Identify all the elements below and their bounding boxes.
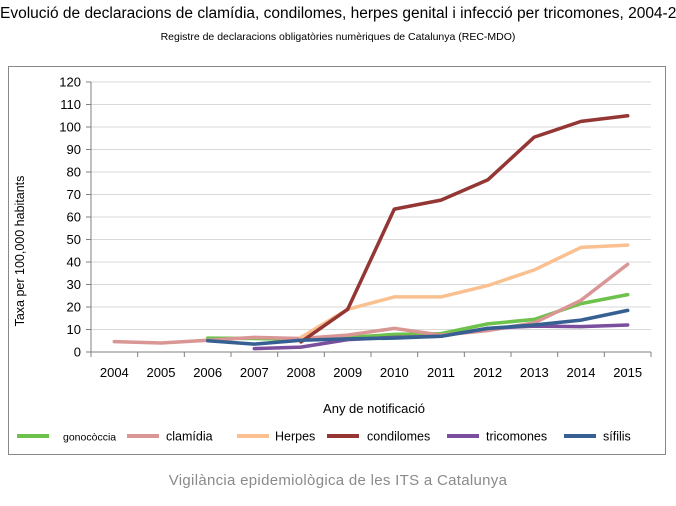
line-chart: 0 10 20 30 40 50 60 70 80 90 100 110 120 2004 2005 2006… bbox=[13, 75, 652, 444]
x-tick-label: 2006 bbox=[193, 365, 222, 380]
y-tick-label: 30 bbox=[67, 277, 81, 292]
series-line-sifilis bbox=[205, 308, 630, 346]
y-axis-label: Taxa per 100,000 habitants bbox=[13, 176, 27, 327]
chart-area: 0 10 20 30 40 50 60 70 80 90 100 110 120 2004 2005 2006… bbox=[8, 66, 666, 455]
x-tick-label: 2009 bbox=[333, 365, 362, 380]
x-tick-label: 2007 bbox=[240, 365, 269, 380]
y-tick-label: 0 bbox=[74, 345, 81, 360]
series-line-herpes bbox=[299, 243, 630, 340]
x-tick-label: 2012 bbox=[473, 365, 502, 380]
legend-label-tricomones: tricomones bbox=[486, 430, 547, 444]
x-tick-label: 2011 bbox=[427, 365, 455, 380]
x-tick-label: 2014 bbox=[567, 365, 596, 380]
x-tick-label: 2004 bbox=[100, 365, 129, 380]
series-line-clamidia bbox=[112, 262, 630, 345]
y-tick-label: 90 bbox=[67, 142, 81, 157]
y-tick-label: 10 bbox=[67, 322, 81, 337]
y-tick-label: 60 bbox=[67, 210, 81, 225]
y-tick-label: 70 bbox=[67, 187, 81, 202]
footer-caption: Vigilància epidemiològica de les ITS a C… bbox=[168, 472, 508, 489]
legend-label-herpes: Herpes bbox=[275, 430, 315, 444]
x-tick-label: 2005 bbox=[147, 365, 176, 380]
legend-label-clamidia: clamídia bbox=[166, 430, 213, 444]
x-tick-label: 2015 bbox=[613, 365, 642, 380]
x-axis-label: Any de notificació bbox=[323, 401, 425, 416]
grid-layer bbox=[91, 81, 651, 330]
y-tick-label: 50 bbox=[67, 232, 81, 247]
y-tick-label: 120 bbox=[59, 75, 81, 90]
x-tick-label: 2008 bbox=[287, 365, 316, 380]
x-tick-label: 2010 bbox=[380, 365, 409, 380]
legend-label-gonococcia: gonocòccia bbox=[63, 432, 116, 444]
axis-layer: 0 10 20 30 40 50 60 70 80 90 100 110 120 2004 2005 2006… bbox=[59, 75, 652, 380]
y-tick-label: 80 bbox=[67, 165, 81, 180]
series-layer bbox=[112, 114, 630, 351]
y-tick-label: 20 bbox=[67, 300, 81, 315]
legend-label-condilomes: condilomes bbox=[367, 430, 430, 444]
x-tick-label: 2013 bbox=[520, 365, 549, 380]
chart-title: Evolució de declaracions de clamídia, co… bbox=[0, 5, 676, 22]
y-tick-label: 110 bbox=[60, 97, 81, 112]
y-tick-label: 100 bbox=[59, 120, 81, 135]
series-line-condilomes bbox=[299, 114, 630, 344]
chart-subtitle: Registre de declaracions obligatòries nu… bbox=[160, 31, 516, 43]
legend-label-sifilis: sífilis bbox=[603, 430, 631, 444]
y-tick-label: 40 bbox=[67, 255, 81, 270]
legend: gonocòccia clamídia Herpes condilomes tricom… bbox=[17, 430, 631, 444]
